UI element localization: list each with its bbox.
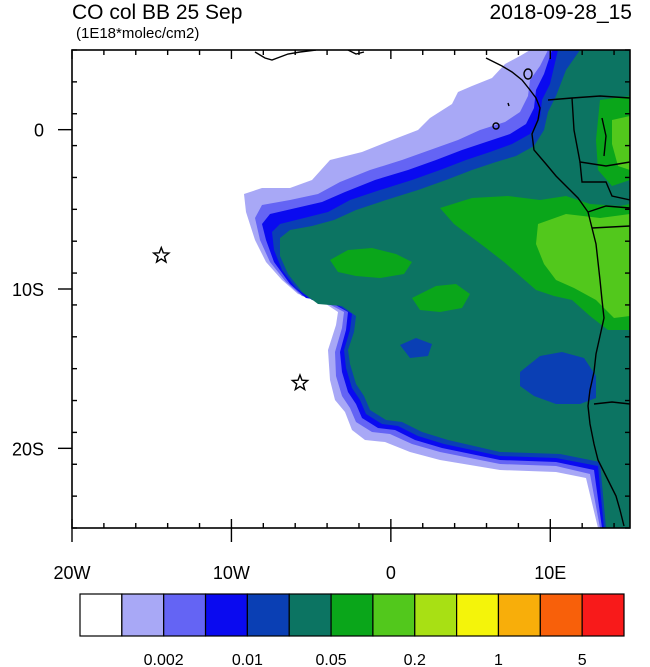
map-units: (1E18*molec/cm2) (76, 25, 200, 42)
colorbar-swatch (163, 593, 207, 637)
map-timestamp: 2018-09-28_15 (489, 1, 632, 24)
island-principe (507, 102, 510, 107)
country-border-1 (547, 95, 630, 101)
country-border-7 (601, 117, 607, 157)
x-tick-label: 0 (386, 563, 396, 583)
colorbar-swatch (372, 593, 416, 637)
colorbar-label: 0.01 (232, 652, 263, 667)
africa-coastline (254, 50, 625, 527)
plume-contour-0.1-b (412, 284, 470, 312)
colorbar-label: 5 (578, 652, 587, 667)
country-border-6 (593, 401, 630, 405)
plume-contour-0.1-a (330, 248, 412, 278)
x-tick-label: 10W (213, 563, 250, 583)
axis-ticks: 20W 10W 0 10E 0 10S 20S (12, 49, 630, 583)
colorbar-swatch (246, 593, 290, 637)
colorbar-swatch (121, 593, 165, 637)
colorbar-swatch (204, 593, 248, 637)
colorbar-swatch (456, 593, 500, 637)
y-tick-label: 20S (12, 439, 44, 459)
plume-pocket-low (520, 352, 596, 404)
coastline (254, 50, 630, 527)
map-title: CO col BB 25 Sep (72, 1, 243, 24)
colorbar-label: 0.05 (316, 652, 347, 667)
plume-pocket-low-2 (400, 338, 432, 358)
y-tick-label: 0 (34, 121, 44, 141)
island-bioko (523, 68, 533, 80)
colorbar-swatch (414, 593, 458, 637)
plume-contour-0.2-b (612, 116, 630, 170)
y-tick-label: 10S (12, 280, 44, 300)
x-tick-label: 10E (534, 563, 566, 583)
colorbar-label: 0.2 (404, 652, 426, 667)
colorbar-swatch (581, 593, 625, 637)
station-markers (151, 245, 310, 392)
plume-contour-0.2 (536, 214, 630, 318)
colorbar-label: 0.002 (144, 652, 184, 667)
colorbar-swatch (288, 593, 332, 637)
colorbar-swatch (497, 593, 541, 637)
colorbar-swatch (330, 593, 374, 637)
colorbar-label: 1 (494, 652, 503, 667)
st-helena-station-star (290, 373, 310, 392)
country-border-4 (587, 205, 630, 213)
colorbar-swatch (539, 593, 583, 637)
country-border-3 (579, 161, 630, 201)
colorbar: 0.002 0.01 0.05 0.2 1 5 (79, 593, 625, 667)
island-sao-tome (492, 122, 500, 130)
country-border-5 (591, 225, 630, 229)
x-tick-label: 20W (53, 563, 90, 583)
colorbar-swatch (79, 593, 123, 637)
ascension-island-station-star (151, 245, 171, 264)
